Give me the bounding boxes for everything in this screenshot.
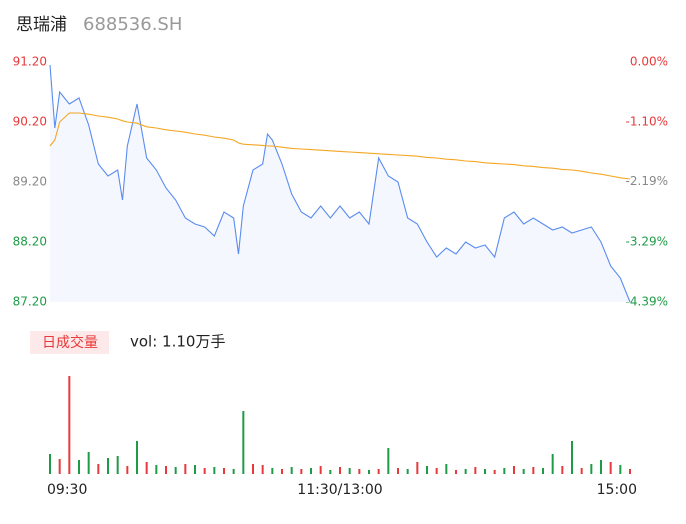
volume-bar <box>426 466 428 474</box>
volume-bar <box>49 454 51 474</box>
volume-bar <box>377 469 380 474</box>
volume-bar <box>493 470 496 474</box>
volume-bar <box>464 469 467 474</box>
volume-annotation: vol: 1.10万手 <box>130 333 225 351</box>
volume-bar <box>97 464 100 474</box>
volume-bar <box>455 470 457 474</box>
y-tick-label: 89.20 <box>13 175 47 189</box>
volume-bar <box>445 464 448 474</box>
volume-bar <box>203 468 206 474</box>
y2-tick-label: -3.29% <box>626 234 668 248</box>
stock-name: 思瑞浦 <box>16 15 67 35</box>
y2-tick-label: -1.10% <box>626 115 668 129</box>
volume-bar <box>590 464 593 474</box>
y-tick-label: 91.20 <box>13 55 47 69</box>
volume-bar <box>165 466 167 474</box>
legend-label: 日成交量 <box>42 334 98 351</box>
volume-bar <box>78 460 80 474</box>
volume-bar <box>194 465 196 474</box>
volume-bar <box>339 467 341 474</box>
volume-bar <box>174 467 177 474</box>
volume-bar <box>484 469 486 474</box>
volume-bar <box>184 464 187 474</box>
y2-tick-label: -2.19% <box>626 174 668 188</box>
volume-bar <box>503 468 506 474</box>
x-tick-label: 11:30/13:00 <box>297 482 382 498</box>
volume-bar <box>358 469 361 474</box>
volume-bar <box>600 460 602 474</box>
volume-bar <box>126 466 129 474</box>
volume-bar <box>551 454 554 474</box>
volume-bar <box>116 456 119 474</box>
volume-bar <box>406 469 409 474</box>
volume-bar <box>609 462 612 474</box>
volume-bar <box>319 466 322 474</box>
volume-bar <box>145 462 148 474</box>
x-tick-label: 09:30 <box>47 482 87 498</box>
volume-bar <box>329 470 332 474</box>
y-tick-label: 88.20 <box>13 235 47 249</box>
volume-bar <box>223 468 225 474</box>
volume-bar <box>252 464 254 474</box>
y-tick-label: 87.20 <box>13 295 47 309</box>
volume-bar <box>68 376 71 474</box>
volume-bar <box>397 468 399 474</box>
volume-bar <box>542 468 544 474</box>
volume-bar <box>232 469 235 474</box>
price-area <box>50 65 630 302</box>
stock-code: 688536.SH <box>83 14 182 35</box>
volume-bar <box>368 470 370 474</box>
volume-bar <box>387 448 390 474</box>
y2-tick-label: 0.00% <box>630 55 668 69</box>
volume-bar <box>261 465 264 474</box>
average-line <box>49 112 631 180</box>
volume-bar <box>242 411 245 474</box>
volume-bar <box>310 468 312 474</box>
y-tick-label: 90.20 <box>13 115 47 129</box>
volume-bar <box>416 462 419 474</box>
x-tick-label: 15:00 <box>597 482 637 498</box>
price-line <box>49 64 631 303</box>
volume-bar <box>290 467 293 474</box>
volume-bar <box>281 469 283 474</box>
volume-bar <box>513 466 515 474</box>
volume-bar <box>474 467 477 474</box>
volume-bar <box>619 465 622 474</box>
volume-bar <box>629 469 631 474</box>
volume-bar <box>155 465 158 474</box>
volume-bar <box>213 467 216 474</box>
y2-tick-label: -4.39% <box>626 295 668 309</box>
volume-bar <box>522 469 525 474</box>
volume-bar <box>561 466 564 474</box>
volume-bar <box>348 468 351 474</box>
volume-bar <box>271 468 274 474</box>
volume-bar <box>300 469 303 474</box>
volume-bar <box>435 468 438 474</box>
volume-bar <box>532 467 535 474</box>
volume-bar <box>58 459 61 474</box>
volume-bar <box>571 441 573 474</box>
volume-bar <box>136 441 138 474</box>
volume-bar <box>87 452 90 474</box>
volume-bar <box>580 468 583 474</box>
legend-box <box>30 331 109 354</box>
volume-bar <box>107 458 109 474</box>
